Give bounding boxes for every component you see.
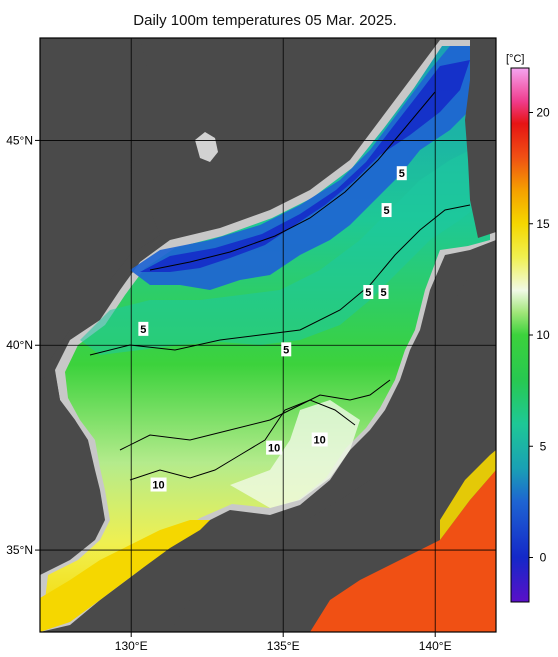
- y-tick-label: 40°N: [6, 338, 33, 352]
- x-tick-label: 130°E: [115, 639, 148, 653]
- map-title: Daily 100m temperatures 05 Mar. 2025.: [133, 12, 397, 29]
- contour-label-bg: [311, 432, 328, 447]
- colorbar-ticks: 0 5 10 15 20: [529, 106, 550, 565]
- contour-label: 10: [152, 480, 164, 492]
- contour-label: 5: [380, 287, 386, 299]
- korea-land: [40, 38, 160, 380]
- contour-label: 10: [268, 443, 280, 455]
- colorbar-tick-label: 15: [536, 217, 550, 231]
- colorbar-tick-label: 20: [536, 106, 550, 120]
- contour-label-bg: [150, 477, 167, 492]
- pacific-yellow-edge: [440, 450, 496, 540]
- y-tick-label: 45°N: [6, 133, 33, 147]
- colorbar-tick-label: 5: [540, 439, 547, 453]
- colorbar-unit: [°C]: [506, 53, 524, 65]
- x-tick-label: 140°E: [419, 639, 452, 653]
- contour-label: 5: [140, 324, 146, 336]
- contour-label: 5: [283, 344, 289, 356]
- contour-label-bg: [138, 321, 149, 336]
- island-shape: [195, 132, 218, 162]
- contour-label-bg: [378, 284, 389, 299]
- graticule-grid: [40, 38, 496, 632]
- japan-honshu-land: [170, 268, 496, 632]
- contour-label-bg: [266, 440, 283, 455]
- contour-label: 5: [365, 287, 371, 299]
- contour-label-bg: [396, 166, 407, 181]
- coldest-water-region: [140, 60, 470, 272]
- axis-ticks: 130°E 135°E 140°E 45°N 40°N 35°N: [6, 133, 451, 653]
- pacific-warm-region: [310, 470, 496, 632]
- y-tick-label: 35°N: [6, 543, 33, 557]
- yellow-water-region: [40, 520, 210, 632]
- teal-water-region: [80, 140, 486, 355]
- map-frame: [39, 37, 497, 633]
- colorbar-tick-label: 10: [536, 328, 550, 342]
- colorbar: [510, 67, 530, 603]
- contour-label-bg: [381, 203, 392, 218]
- contour-label: 5: [383, 205, 389, 217]
- x-tick-label: 135°E: [267, 639, 300, 653]
- warm-light-region: [230, 400, 360, 508]
- korea-east-coast: [40, 372, 95, 570]
- contour-label: 10: [314, 434, 326, 446]
- colorbar-tick-label: 0: [540, 551, 547, 565]
- contour-lines: [89, 91, 471, 481]
- contour-label: 5: [399, 168, 405, 180]
- hokkaido-land: [465, 40, 496, 238]
- contour-label-bg: [281, 342, 292, 357]
- contour-label-bg: [363, 284, 374, 299]
